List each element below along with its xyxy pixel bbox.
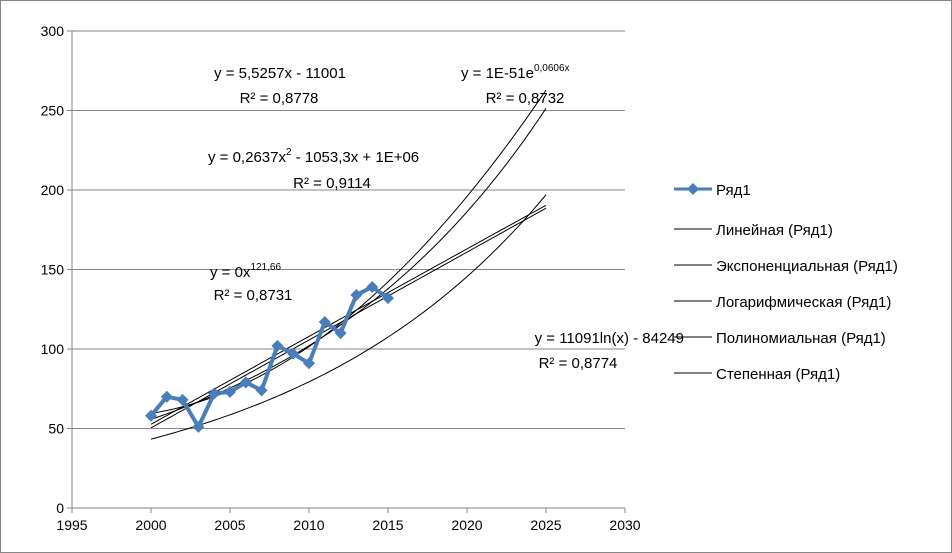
legend-polynomial-label: Полиномиальная (Ряд1) [716,330,886,347]
y-tick-label: 300 [41,23,65,39]
data-point [192,420,205,433]
data-point [271,339,284,352]
linear-r2: R² = 0,8778 [240,90,319,107]
x-tick-label: 1995 [56,517,87,533]
logarithmic-r2: R² = 0,8774 [539,355,618,372]
polynomial-r2: R² = 0,9114 [293,175,371,192]
data-point [208,387,221,400]
x-tick-label: 2000 [135,517,166,533]
series-line [149,284,390,429]
polynomial-equation-post: - 1053,3x + 1E+06 [292,149,420,166]
y-tick-label: 250 [41,103,65,119]
power-equation-base: y = 0x [210,264,251,281]
x-tick-label: 2010 [293,517,324,533]
legend-series-marker [687,183,699,195]
data-point [255,384,268,397]
power-equation-exponent: 121,66 [250,262,281,273]
data-point [382,292,394,305]
y-tick-label: 0 [56,500,64,516]
legend: Ряд1 Линейная (Ряд1) Экспоненциальная (Р… [674,182,898,383]
data-point [239,376,252,389]
power-equation: y = 0x121,66 [210,262,281,281]
data-point [224,385,236,398]
data-point [145,409,157,422]
x-tick-label: 2005 [214,517,245,533]
polynomial-equation-sup: 2 [286,147,292,158]
series-layer [145,280,394,433]
trendline-exponential [150,194,547,440]
data-point [318,315,331,328]
data-point [287,347,300,360]
legend-logarithmic-label: Логарифмическая (Ряд1) [716,294,891,311]
data-point [160,390,173,403]
linear-equation: y = 5,5257x - 11001 [214,65,346,82]
data-point [176,393,189,406]
exponential-equation-exponent: 0,0606x [534,63,570,74]
legend-linear-label: Линейная (Ряд1) [716,222,833,239]
grid-layer [72,30,625,429]
data-point [366,280,379,293]
equation-labels: y = 5,5257x - 11001 R² = 0,8778 y = 1E-5… [208,63,684,372]
legend-series-label: Ряд1 [716,182,751,199]
polynomial-equation-pre: y = 0,2637x [208,149,286,166]
x-tick-label: 2030 [609,517,640,533]
y-tick-label: 200 [41,182,65,198]
legend-exponential-label: Экспоненциальная (Ряд1) [716,258,898,275]
y-tick-label: 100 [41,341,65,357]
y-tick-label: 50 [48,421,64,437]
x-tick-label: 2025 [530,517,561,533]
data-point [350,288,363,301]
x-tick-label: 2015 [372,517,403,533]
x-tick-label: 2020 [451,517,482,533]
exponential-equation-base: y = 1E-51e [461,65,534,82]
exponential-r2: R² = 0,8732 [486,90,565,107]
data-point [334,327,347,340]
logarithmic-equation: y = 11091ln(x) - 84249 [535,330,684,347]
exponential-equation: y = 1E-51e0,0606x [461,63,570,82]
legend-power-label: Степенная (Ряд1) [716,366,840,383]
y-tick-label: 150 [41,262,65,278]
power-r2: R² = 0,8731 [214,287,293,304]
polynomial-equation: y = 0,2637x2 - 1053,3x + 1E+06 [208,147,419,166]
data-point [303,357,315,370]
